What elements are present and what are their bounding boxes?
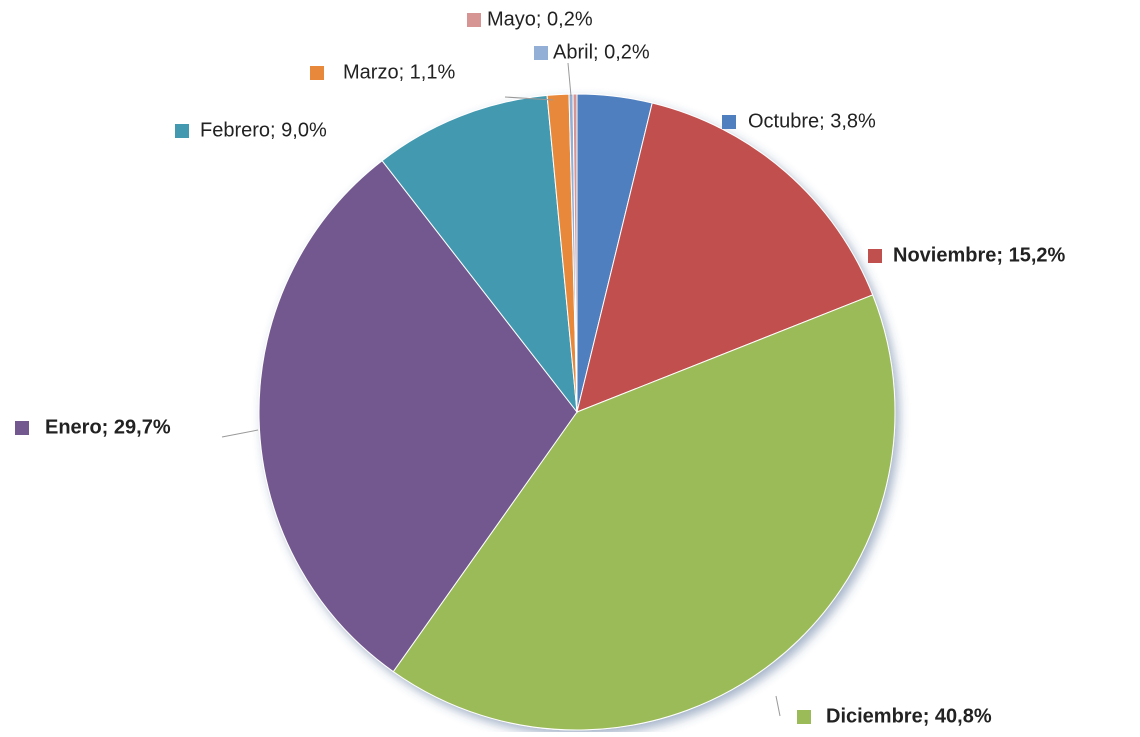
data-label: Noviembre; 15,2%	[893, 244, 1066, 266]
label-marker	[797, 710, 811, 724]
leader-line	[221, 429, 259, 438]
label-marker	[534, 46, 548, 60]
leader-line	[567, 62, 572, 97]
label-marker	[868, 249, 882, 263]
labels: Octubre; 3,8% Noviembre; 15,2% Diciembre; …	[15, 8, 1066, 727]
pie-slice	[258, 160, 578, 673]
data-label: Octubre; 3,8%	[748, 110, 876, 132]
label-marker	[310, 66, 324, 80]
pie	[258, 93, 896, 731]
pie-slice	[572, 93, 578, 413]
label-marker	[722, 115, 736, 129]
data-label: Febrero; 9,0%	[200, 119, 327, 141]
label-marker	[15, 421, 29, 435]
data-label: Marzo; 1,1%	[343, 61, 455, 83]
pie-slice	[381, 94, 578, 414]
leader-line	[504, 96, 554, 101]
data-label: Abril; 0,2%	[553, 41, 650, 63]
data-label: Mayo; 0,2%	[487, 8, 593, 30]
leader-line	[775, 695, 781, 717]
pie-slice	[576, 102, 874, 413]
label-marker	[467, 13, 481, 27]
pie-slice	[392, 294, 896, 731]
data-label: Enero; 29,7%	[45, 416, 171, 438]
label-marker	[175, 124, 189, 138]
data-label: Diciembre; 40,8%	[826, 705, 992, 727]
